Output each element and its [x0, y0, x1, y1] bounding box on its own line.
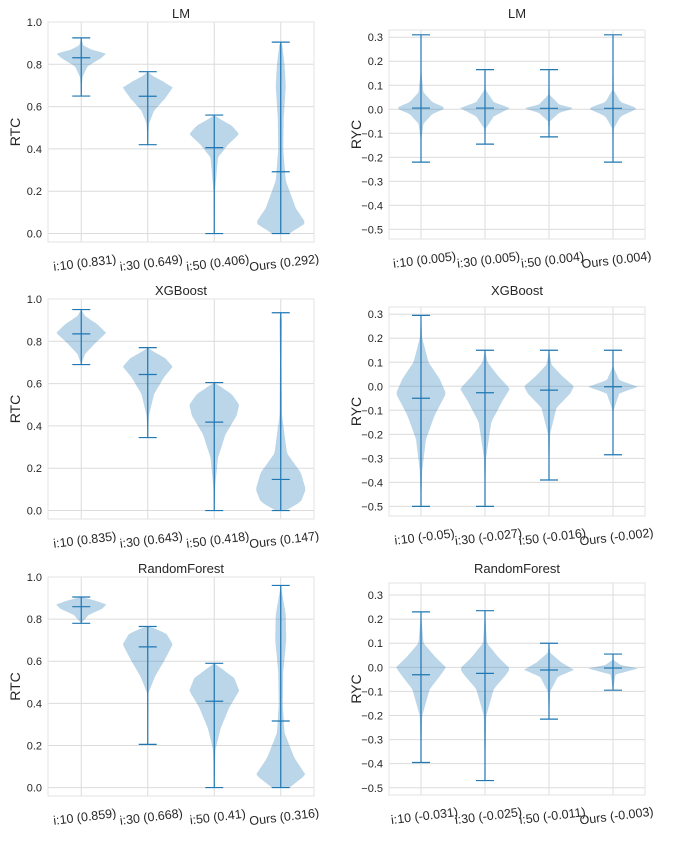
y-axis-label: RYC — [348, 397, 364, 426]
y-tick-label: 0.2 — [368, 333, 383, 345]
y-tick-label: −0.4 — [361, 759, 383, 771]
x-tick-label: i:50 (-0.016) — [518, 526, 587, 548]
subplot-4: −0.5 −0.4 −0.3 −0.2 −0.1 0.0 0.1 0.2 0.3 XGBoost R… — [348, 283, 654, 549]
subplot-3: 0.0 0.2 0.4 0.6 0.8 1.0 XGBoost RTC i:10 (0.835)… — [7, 283, 320, 551]
x-tick-label: i:30 (-0.027) — [454, 526, 523, 548]
plot-frame — [388, 29, 646, 240]
subplot-5: 0.0 0.2 0.4 0.6 0.8 1.0 RandomForest RTC i:10 (0… — [7, 561, 320, 828]
y-tick-label: −0.2 — [361, 429, 383, 441]
y-tick-label: 0.3 — [368, 590, 383, 602]
y-tick-label: 1.0 — [27, 294, 42, 306]
plot-frame — [388, 306, 646, 517]
y-tick-label: 0.0 — [27, 506, 42, 518]
y-tick-label: 0.2 — [27, 740, 42, 752]
chart-title: LM — [508, 6, 526, 21]
y-tick-label: 0.6 — [27, 102, 42, 114]
x-tick-label: i:50 (0.004) — [520, 249, 584, 271]
subplot-1: 0.0 0.2 0.4 0.6 0.8 1.0 LM RTC i:10 (0.831) i:30 … — [7, 6, 320, 274]
y-tick-label: 0.2 — [27, 463, 42, 475]
y-tick-label: 0.2 — [27, 186, 42, 198]
y-tick-label: −0.1 — [361, 128, 383, 140]
subplot-2: −0.5 −0.4 −0.3 −0.2 −0.1 0.0 0.1 0.2 0.3 LM RYC i:1… — [348, 6, 652, 271]
x-tick-label: i:30 (0.643) — [119, 529, 183, 551]
chart-title: XGBoost — [155, 283, 207, 298]
plot-frame — [47, 21, 315, 243]
y-tick-label: 0.8 — [27, 59, 42, 71]
x-tick-label: i:10 (0.859) — [53, 806, 117, 828]
y-tick-label: −0.2 — [361, 152, 383, 164]
y-tick-label: 1.0 — [27, 572, 42, 584]
x-tick-label: Ours (0.316) — [249, 806, 320, 828]
y-axis-label: RTC — [7, 395, 23, 424]
y-tick-label: −0.5 — [361, 783, 383, 795]
subplot-6: −0.5 −0.4 −0.3 −0.2 −0.1 0.0 0.1 0.2 0.3 RandomFo… — [348, 561, 654, 828]
y-tick-label: 0.0 — [368, 104, 383, 116]
x-tick-label: Ours (0.004) — [581, 249, 652, 271]
y-tick-label: 0.3 — [368, 309, 383, 321]
x-tick-label: i:50 (-0.011) — [519, 805, 587, 827]
y-tick-label: 0.8 — [27, 336, 42, 348]
y-tick-label: 0.3 — [368, 32, 383, 44]
x-tick-label: i:30 (0.005) — [456, 249, 520, 271]
y-tick-label: 0.0 — [27, 783, 42, 795]
x-tick-label: i:10 (-0.031) — [390, 805, 459, 827]
y-tick-label: 0.0 — [27, 229, 42, 241]
y-tick-label: 0.4 — [27, 421, 42, 433]
y-tick-label: 0.8 — [27, 614, 42, 626]
y-tick-label: 1.0 — [27, 17, 42, 29]
x-tick-label: i:50 (0.418) — [186, 529, 250, 551]
plot-frame — [47, 298, 315, 520]
y-tick-label: −0.5 — [361, 224, 383, 236]
y-tick-label: 0.4 — [27, 698, 42, 710]
x-tick-label: Ours (0.292) — [249, 252, 320, 274]
y-tick-label: −0.4 — [361, 200, 383, 212]
chart-title: RandomForest — [474, 561, 560, 576]
x-tick-label: i:10 (-0.05) — [394, 526, 456, 547]
y-tick-label: −0.5 — [361, 501, 383, 513]
y-tick-label: 0.4 — [27, 144, 42, 156]
chart-title: RandomForest — [138, 561, 224, 576]
y-axis-label: RTC — [7, 672, 23, 701]
y-tick-label: 0.6 — [27, 379, 42, 391]
x-tick-label: i:30 (0.649) — [119, 252, 183, 274]
x-tick-label: i:10 (0.835) — [53, 529, 117, 551]
y-tick-label: 0.1 — [368, 357, 383, 369]
y-tick-label: −0.3 — [361, 176, 383, 188]
x-tick-label: i:50 (0.406) — [186, 252, 250, 274]
y-tick-label: −0.4 — [361, 477, 383, 489]
plot-frame — [47, 576, 315, 797]
y-tick-label: 0.6 — [27, 656, 42, 668]
y-tick-label: 0.2 — [368, 56, 383, 68]
x-tick-label: i:30 (0.668) — [119, 806, 183, 828]
x-tick-label: i:30 (-0.025) — [454, 805, 523, 827]
y-tick-label: 0.2 — [368, 614, 383, 626]
x-tick-label: i:10 (0.005) — [392, 249, 456, 271]
y-axis-label: RTC — [7, 118, 23, 147]
y-axis-label: RYC — [348, 674, 364, 703]
y-tick-label: 0.0 — [368, 381, 383, 393]
y-tick-label: 0.1 — [368, 80, 383, 92]
chart-title: XGBoost — [491, 283, 543, 298]
x-tick-label: i:10 (0.831) — [53, 252, 117, 274]
y-tick-label: 0.1 — [368, 638, 383, 650]
plot-frame — [388, 582, 646, 796]
x-tick-label: Ours (0.147) — [249, 529, 320, 551]
x-tick-label: Ours (-0.003) — [579, 805, 654, 828]
y-tick-label: −0.1 — [361, 686, 383, 698]
y-axis-label: RYC — [348, 120, 364, 149]
y-tick-label: −0.3 — [361, 453, 383, 465]
x-tick-label: i:50 (0.41) — [189, 807, 247, 828]
y-tick-label: 0.0 — [368, 662, 383, 674]
y-tick-label: −0.1 — [361, 405, 383, 417]
x-tick-label: Ours (-0.002) — [579, 526, 654, 549]
y-tick-label: −0.2 — [361, 711, 383, 723]
y-tick-label: −0.3 — [361, 735, 383, 747]
chart-title: LM — [172, 6, 190, 21]
